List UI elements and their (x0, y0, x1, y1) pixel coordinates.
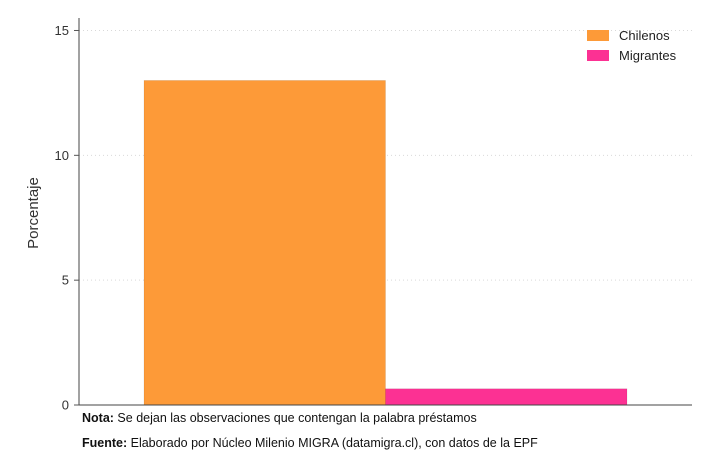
legend-swatch-chilenos (587, 30, 609, 41)
note-label: Nota: (82, 411, 114, 425)
y-axis-label: Porcentaje (25, 177, 42, 249)
y-tick-label: 0 (62, 398, 69, 413)
note-line: Nota: Se dejan las observaciones que con… (82, 411, 477, 425)
bar-migrantes (385, 388, 628, 406)
legend-label-chilenos: Chilenos (619, 28, 670, 43)
y-tick-label: 10 (55, 148, 69, 163)
bar-chilenos (143, 80, 386, 406)
source-line: Fuente: Elaborado por Núcleo Milenio MIG… (82, 436, 538, 450)
source-label: Fuente: (82, 436, 128, 450)
legend-label-migrantes: Migrantes (619, 48, 677, 63)
y-ticks: 0 5 10 15 (55, 23, 79, 413)
source-text: Elaborado por Núcleo Milenio MIGRA (data… (127, 436, 538, 450)
legend: Chilenos Migrantes (587, 28, 677, 63)
y-tick-label: 15 (55, 23, 69, 38)
y-tick-label: 5 (62, 273, 69, 288)
legend-swatch-migrantes (587, 50, 609, 61)
axes (78, 18, 692, 406)
note-text: Se dejan las observaciones que contengan… (113, 411, 477, 425)
bars (143, 80, 628, 406)
